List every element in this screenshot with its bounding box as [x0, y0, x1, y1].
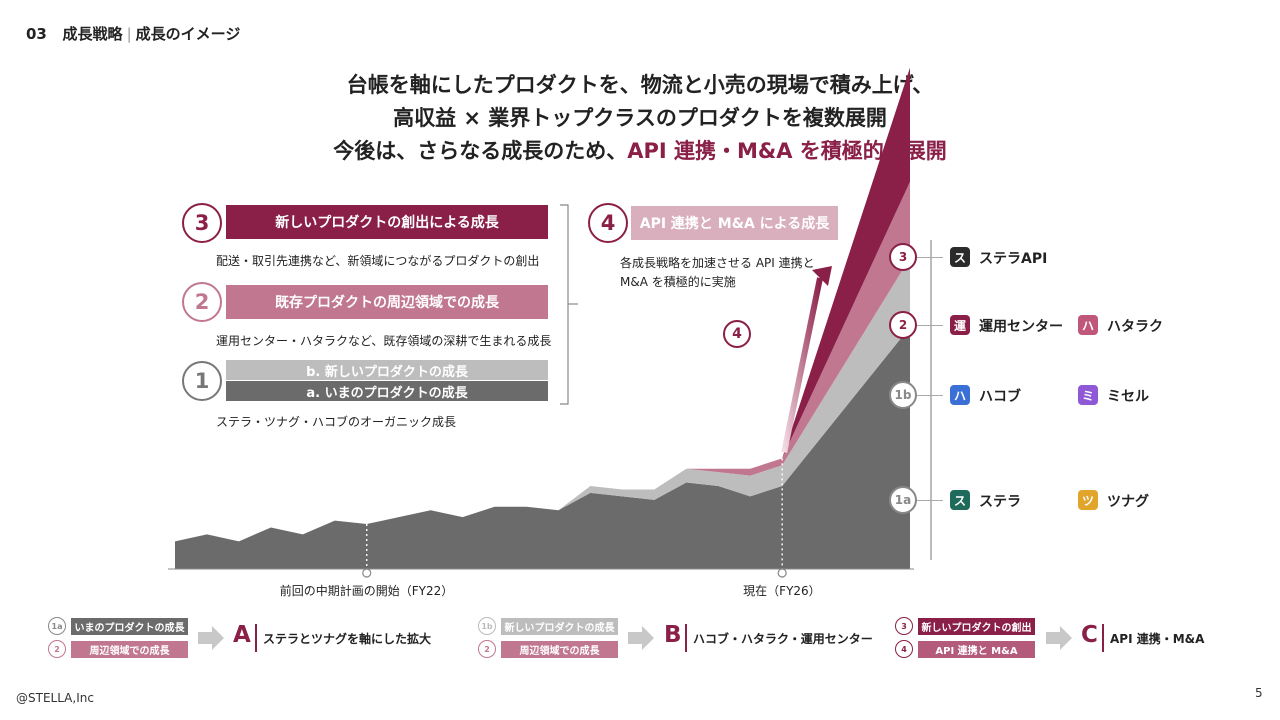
arrow-right-icon [628, 626, 654, 650]
strategy-4-desc-line2: M&A を積極的に実施 [620, 275, 736, 289]
legend-marker-2: 2 [889, 311, 917, 339]
summary-c-item-1: 新しいプロダクトの創出 [918, 618, 1035, 635]
headline-line3-prefix: 今後は、さらなる成長のため、 [333, 139, 628, 163]
summary-a-divider [255, 624, 257, 652]
legend-stella: ステラ [979, 494, 1021, 510]
summary-a-marker-2: 2 [48, 640, 66, 658]
growth-arrow-head [812, 266, 832, 286]
page-number: 5 [1255, 686, 1263, 700]
x-marker-label-fy22: 前回の中期計画の開始（FY22） [279, 584, 454, 598]
summary-c-desc: API 連携・M&A [1110, 632, 1205, 646]
section-title: 成長戦略 [62, 25, 123, 43]
legend-hakobu: ハコブ [979, 389, 1021, 405]
strategy-3-desc: 配送・取引先連携など、新領域につながるプロダクトの創出 [216, 254, 540, 268]
summary-a-item-2: 周辺領域での成長 [71, 641, 188, 658]
strategy-1-marker: 1 [182, 361, 222, 401]
legend-tsunagu: ツナグ [1107, 494, 1149, 510]
hataraku-icon: ハ [1078, 315, 1098, 335]
legend-connector-2 [917, 325, 943, 326]
section-subtitle: 成長のイメージ [135, 25, 241, 43]
summary-c-letter: C [1081, 622, 1098, 648]
strategy-2-desc: 運用センター・ハタラクなど、既存領域の深耕で生まれる成長 [216, 334, 552, 348]
arrow-right-icon [198, 626, 224, 650]
miseru-icon: ミ [1078, 385, 1098, 405]
legend-marker-3: 3 [889, 243, 917, 271]
growth-arrow [781, 277, 823, 453]
legend-marker-1b: 1b [889, 381, 917, 409]
arrow-right-icon [1046, 626, 1072, 650]
legend-vline [930, 240, 932, 560]
summary-c-marker-2: 4 [895, 640, 913, 658]
summary-a-marker-1: 1a [48, 617, 66, 635]
copyright: @STELLA,Inc [16, 691, 94, 705]
legend-connector-3 [917, 257, 943, 258]
unyo-center-icon: 運 [950, 315, 970, 335]
strategy-4-marker: 4 [588, 203, 628, 243]
stella-icon: ス [950, 490, 970, 510]
x-marker-dot [777, 568, 787, 578]
tsunagu-icon: ツ [1078, 490, 1098, 510]
summary-b-letter: B [664, 622, 682, 648]
summary-b-desc: ハコブ・ハタラク・運用センター [693, 632, 873, 646]
strategy-bracket [560, 204, 578, 405]
summary-b-divider [685, 624, 687, 652]
strategy-1b-title: b. 新しいプロダクトの成長 [226, 360, 548, 380]
strategy-1-desc: ステラ・ツナグ・ハコブのオーガニック成長 [216, 415, 457, 429]
stella-api-icon: ス [950, 247, 970, 267]
summary-c-marker-1: 3 [895, 617, 913, 635]
legend-miseru: ミセル [1107, 389, 1149, 405]
headline-line1: 台帳を軸にしたプロダクトを、物流と小売の現場で積み上げ、 [346, 73, 934, 97]
arrow-marker-4: 4 [723, 320, 751, 348]
summary-c-item-2: API 連携と M&A [918, 641, 1035, 658]
strategy-4-title: API 連携と M&A による成長 [631, 206, 838, 240]
legend-marker-1a: 1a [889, 486, 917, 514]
section-number: 03 [26, 25, 47, 43]
legend-hataraku: ハタラク [1107, 319, 1163, 335]
strategy-4-desc-line1: 各成長戦略を加速させる API 連携と [620, 256, 815, 270]
x-marker-dot [362, 568, 372, 578]
headline-line2: 高収益 × 業界トップクラスのプロダクトを複数展開 [393, 106, 887, 130]
area-series-1a [175, 326, 910, 569]
section-header: 03 成長戦略 | 成長のイメージ [26, 25, 241, 43]
summary-b-marker-2: 2 [478, 640, 496, 658]
summary-c-divider [1102, 624, 1104, 652]
summary-b-item-2: 周辺領域での成長 [501, 641, 618, 658]
hakobu-icon: ハ [950, 385, 970, 405]
strategy-3-title: 新しいプロダクトの創出による成長 [226, 205, 548, 239]
summary-a-desc: ステラとツナグを軸にした拡大 [263, 632, 432, 646]
strategy-3-marker: 3 [182, 203, 222, 243]
legend-connector-1b [917, 395, 943, 396]
legend-stella-api: ステラAPI [979, 251, 1048, 267]
x-marker-label-fy26: 現在（FY26） [743, 584, 821, 598]
summary-b-marker-1: 1b [478, 617, 496, 635]
summary-a-letter: A [233, 622, 251, 648]
summary-b-item-1: 新しいプロダクトの成長 [501, 618, 618, 635]
strategy-2-marker: 2 [182, 282, 222, 322]
summary-a-item-1: いまのプロダクトの成長 [71, 618, 188, 635]
legend-connector-1a [917, 500, 943, 501]
strategy-2-title: 既存プロダクトの周辺領域での成長 [226, 285, 548, 319]
strategy-1a-title: a. いまのプロダクトの成長 [226, 381, 548, 401]
legend-unyo-center: 運用センター [979, 319, 1063, 335]
